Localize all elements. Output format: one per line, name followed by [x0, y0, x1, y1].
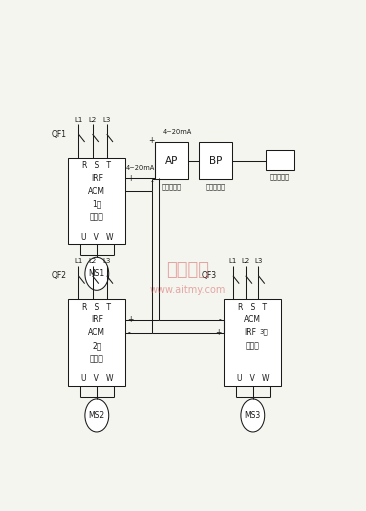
- Text: 2号: 2号: [92, 341, 101, 351]
- Text: QF3: QF3: [202, 271, 217, 280]
- Text: IRF: IRF: [91, 315, 103, 324]
- Text: L1: L1: [74, 258, 83, 264]
- Text: L2: L2: [89, 117, 97, 123]
- Text: 4~20mA: 4~20mA: [162, 129, 191, 135]
- Text: R   S   T: R S T: [238, 303, 267, 312]
- Text: L3: L3: [102, 258, 111, 264]
- Text: +: +: [148, 135, 155, 145]
- Bar: [199, 142, 232, 179]
- Text: IRF: IRF: [244, 328, 256, 337]
- Text: MS1: MS1: [89, 269, 105, 278]
- Text: L1: L1: [74, 117, 83, 123]
- Circle shape: [85, 257, 109, 290]
- Text: +: +: [127, 315, 134, 324]
- Text: MS3: MS3: [245, 411, 261, 420]
- Text: 压力传感器: 压力传感器: [270, 173, 290, 180]
- Text: 数字调节器: 数字调节器: [161, 183, 181, 190]
- Text: 变频器: 变频器: [90, 354, 104, 363]
- Circle shape: [241, 399, 265, 432]
- Text: MS2: MS2: [89, 411, 105, 420]
- Bar: [68, 299, 125, 386]
- Text: BP: BP: [209, 156, 222, 166]
- Text: AP: AP: [165, 156, 178, 166]
- Text: R   S   T: R S T: [82, 161, 111, 170]
- Text: L3: L3: [102, 117, 111, 123]
- Bar: [266, 150, 294, 170]
- Text: QF2: QF2: [51, 271, 66, 280]
- Text: -: -: [127, 187, 130, 196]
- Text: -: -: [219, 315, 222, 324]
- Text: ACM: ACM: [244, 315, 261, 324]
- Text: 艾特贸易: 艾特贸易: [166, 261, 209, 279]
- Text: U   V   W: U V W: [236, 375, 269, 383]
- Bar: [68, 158, 125, 244]
- Text: 3号: 3号: [259, 329, 268, 335]
- Text: -: -: [150, 177, 153, 186]
- Text: L2: L2: [242, 258, 250, 264]
- Text: QF1: QF1: [51, 130, 66, 138]
- Bar: [155, 142, 188, 179]
- Text: 4~20mA: 4~20mA: [126, 166, 156, 171]
- Text: 变频器: 变频器: [246, 341, 260, 351]
- Text: R   S   T: R S T: [82, 303, 111, 312]
- Text: IRF: IRF: [91, 174, 103, 182]
- Text: 变频器: 变频器: [90, 212, 104, 221]
- Text: L3: L3: [254, 258, 263, 264]
- Text: 压力变送器: 压力变送器: [205, 183, 225, 190]
- Text: -: -: [127, 328, 130, 337]
- Text: U   V   W: U V W: [81, 375, 113, 383]
- Text: +: +: [127, 174, 134, 182]
- Text: +: +: [215, 328, 222, 337]
- Text: www.aitmy.com: www.aitmy.com: [149, 285, 226, 294]
- Circle shape: [85, 399, 109, 432]
- Text: ACM: ACM: [88, 187, 105, 196]
- Text: L1: L1: [229, 258, 237, 264]
- Bar: [224, 299, 281, 386]
- Text: L2: L2: [89, 258, 97, 264]
- Text: U   V   W: U V W: [81, 233, 113, 242]
- Text: ACM: ACM: [88, 328, 105, 337]
- Text: 1号: 1号: [92, 200, 101, 208]
